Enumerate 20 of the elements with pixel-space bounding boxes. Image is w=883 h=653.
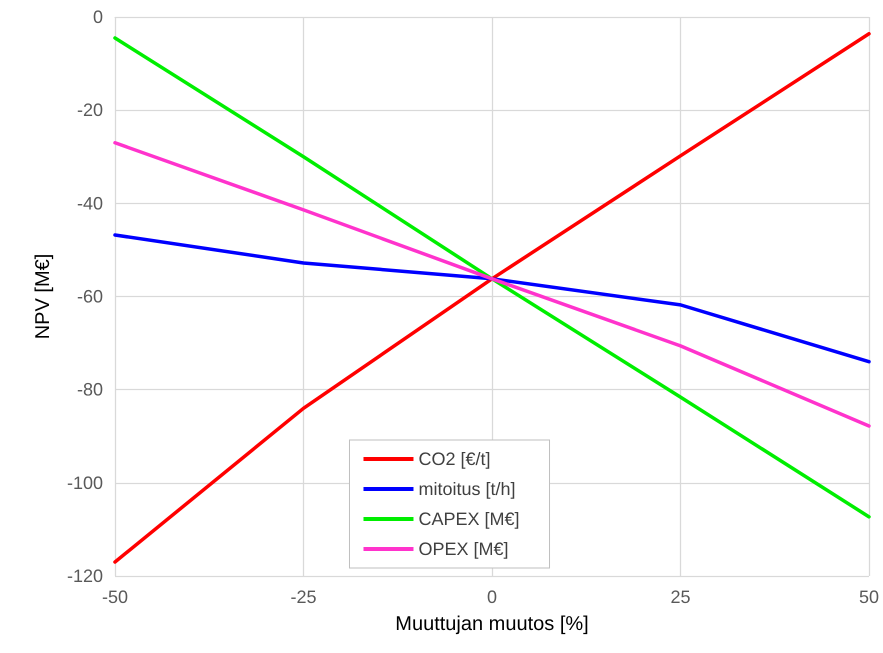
x-tick-label: -25 [290, 587, 317, 607]
x-tick-label: -50 [102, 587, 128, 607]
y-axis-title: NPV [M€] [32, 254, 54, 340]
legend-label: OPEX [M€] [418, 539, 509, 559]
y-tick-label: -60 [76, 286, 103, 306]
y-tick-label: -100 [66, 472, 103, 493]
line-series [113, 141, 871, 428]
y-tick-label: -80 [76, 380, 103, 400]
legend-label: CAPEX [M€] [418, 509, 520, 529]
y-tick-label: 0 [92, 7, 103, 27]
y-tick-label: -20 [76, 100, 103, 120]
x-axis-title: Muuttujan muutos [%] [395, 613, 589, 635]
y-tick-label: -120 [66, 566, 103, 586]
legend-label: mitoitus [t/h] [418, 479, 516, 499]
x-tick-label: 0 [486, 587, 498, 607]
line-series [113, 233, 871, 364]
x-tick-label: 50 [858, 587, 880, 607]
x-tick-label: 25 [670, 587, 691, 607]
legend-label: CO2 [€/t] [418, 449, 491, 469]
y-tick-label: -40 [76, 193, 103, 214]
